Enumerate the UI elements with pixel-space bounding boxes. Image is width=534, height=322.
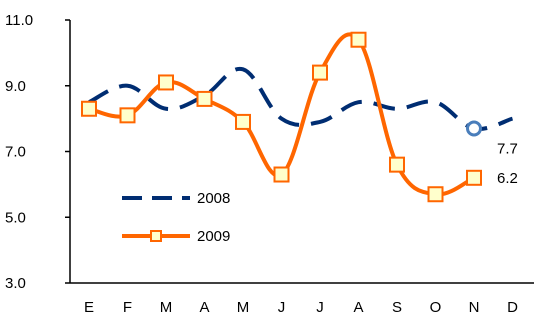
legend-2009-label: 2009 xyxy=(197,228,230,245)
x-tick-label: O xyxy=(430,299,442,316)
chart-axes xyxy=(69,20,534,284)
y-tick-labels: 3.0 5.0 7.0 9.0 11.0 xyxy=(5,12,70,292)
x-tick-label: M xyxy=(237,299,250,316)
legend-2008-label: 2008 xyxy=(197,190,230,207)
x-tick-label: J xyxy=(278,299,286,316)
x-tick-label: M xyxy=(160,299,173,316)
x-tick-label: E xyxy=(84,299,94,316)
series-2009-point xyxy=(196,90,213,107)
series-2009-point xyxy=(81,100,97,117)
y-tick-label: 11.0 xyxy=(5,12,33,29)
series-2009-point xyxy=(119,107,136,124)
y-tick-label: 9.0 xyxy=(5,78,26,95)
legend-2009-swatch-marker xyxy=(150,230,162,242)
series-2009-point xyxy=(273,166,290,183)
series-2009-point xyxy=(466,169,482,186)
series-2009-point xyxy=(158,74,174,91)
series-2008-highlight-point xyxy=(466,120,482,137)
series-2009-point xyxy=(235,113,251,130)
x-tick-label: S xyxy=(392,299,402,316)
chart-legend: 2008 2009 xyxy=(122,190,230,245)
series-2009-point xyxy=(312,64,328,81)
x-tick-label: J xyxy=(316,299,324,316)
series-2009-point xyxy=(350,31,367,48)
series-layer: 7.7 6.2 xyxy=(81,31,518,203)
series-2009-data-label: 6.2 xyxy=(497,170,518,187)
x-tick-label: A xyxy=(353,299,363,316)
y-tick-label: 7.0 xyxy=(5,144,26,161)
series-2009-point xyxy=(389,156,405,173)
x-tick-label: F xyxy=(123,299,132,316)
y-tick-label: 5.0 xyxy=(5,209,26,226)
x-tick-label: N xyxy=(469,299,480,316)
series-2008-line xyxy=(88,66,514,131)
y-tick-label: 3.0 xyxy=(5,275,26,292)
series-2009-point xyxy=(427,186,444,203)
x-tick-label: D xyxy=(507,299,518,316)
series-2008-data-label: 7.7 xyxy=(497,140,518,157)
x-tick-label: A xyxy=(199,299,209,316)
